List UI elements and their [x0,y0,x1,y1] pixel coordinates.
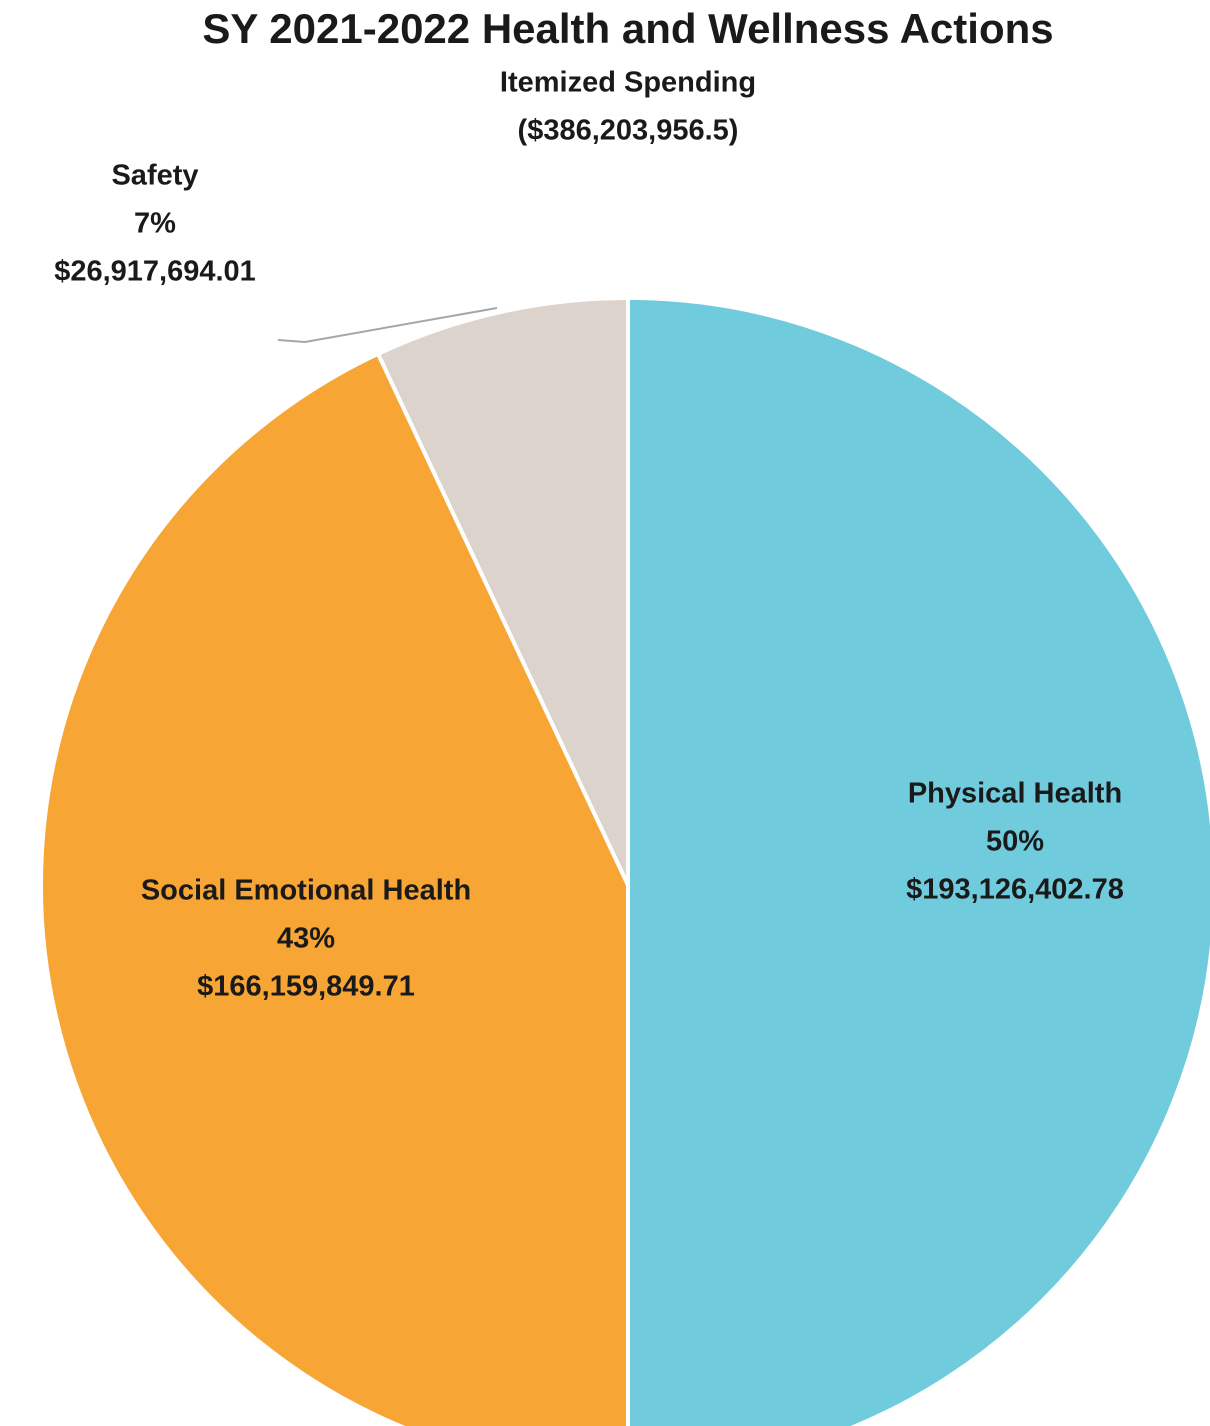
slice-amount: $166,159,849.71 [197,971,415,1003]
slice-label: Physical Health [908,778,1122,810]
chart-subtitle: Itemized Spending [500,67,756,99]
chart-title: SY 2021-2022 Health and Wellness Actions [202,5,1053,52]
slice-amount: $26,917,694.01 [54,256,256,288]
pie-slice [626,295,1210,1426]
slice-label: Safety [111,160,198,192]
chart-total: ($386,203,956.5) [518,115,739,147]
slice-label: Social Emotional Health [141,875,471,907]
leader-line [277,307,498,344]
slice-percent: 7% [134,208,176,240]
slice-amount: $193,126,402.78 [906,874,1124,906]
pie-slice [39,351,630,1426]
pie-slice [375,295,630,886]
slice-percent: 43% [277,923,335,955]
slice-percent: 50% [986,826,1044,858]
